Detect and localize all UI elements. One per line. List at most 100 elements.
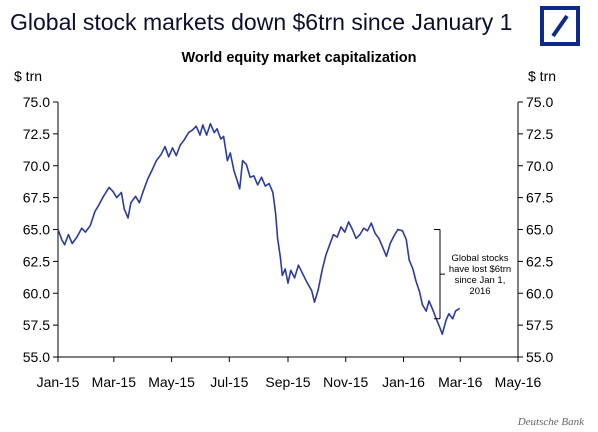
data-point — [284, 268, 286, 270]
data-point — [405, 239, 407, 241]
data-point — [336, 236, 338, 238]
data-point — [209, 123, 211, 125]
data-point — [171, 147, 174, 149]
data-point — [325, 254, 327, 256]
data-point — [188, 132, 190, 134]
data-point — [311, 290, 313, 292]
y-tick-label-left: 75.0 — [23, 94, 50, 110]
data-point — [260, 176, 263, 178]
y-tick-label-left: 72.5 — [23, 126, 50, 142]
data-point — [366, 230, 369, 232]
data-point — [67, 234, 69, 236]
data-point — [359, 234, 361, 236]
data-point — [160, 153, 162, 155]
data-point — [213, 132, 215, 134]
data-point — [61, 239, 63, 241]
data-point — [229, 152, 231, 154]
data-point — [344, 231, 346, 233]
y-axis-unit-right: $ trn — [528, 68, 557, 84]
series-line — [57, 122, 460, 335]
data-point — [151, 170, 153, 172]
data-point — [64, 244, 66, 246]
data-point — [308, 285, 310, 287]
data-point — [419, 291, 421, 293]
data-point — [445, 319, 447, 321]
x-tick-label: Sep-15 — [265, 374, 310, 390]
data-point — [428, 300, 430, 302]
data-point — [226, 160, 228, 162]
data-point — [89, 225, 91, 227]
data-point — [454, 310, 457, 312]
data-point — [116, 197, 118, 199]
data-point — [268, 183, 270, 185]
y-tick-label-left: 65.0 — [23, 222, 50, 238]
data-point — [382, 246, 384, 248]
data-point — [458, 308, 460, 310]
data-point — [236, 179, 238, 181]
x-tick-label: Nov-15 — [323, 374, 368, 390]
data-point — [329, 244, 331, 246]
data-point — [421, 304, 423, 306]
y-tick-label-right: 57.5 — [526, 317, 553, 333]
headline: Global stock markets down $6trn since Ja… — [10, 9, 513, 35]
data-point — [81, 227, 83, 229]
data-point — [438, 325, 440, 327]
y-tick-label-right: 65.0 — [526, 222, 553, 238]
data-point — [195, 125, 197, 127]
data-point — [415, 279, 417, 282]
data-point — [199, 134, 201, 136]
data-point — [264, 185, 266, 187]
data-point — [275, 213, 277, 215]
data-point — [425, 310, 427, 312]
data-point — [452, 318, 454, 320]
x-tick-label: May-15 — [148, 374, 195, 390]
data-point — [220, 138, 222, 140]
x-tick-label: Jul-15 — [210, 374, 248, 390]
data-point — [370, 222, 372, 224]
x-tick-label: May-16 — [495, 374, 542, 390]
chart-title: World equity market capitalization — [181, 50, 417, 66]
chart-ticks — [53, 101, 523, 362]
source-label: Deutsche Bank — [517, 416, 584, 428]
data-point — [305, 279, 307, 282]
data-point — [242, 160, 244, 162]
data-point — [155, 160, 157, 162]
data-point — [249, 176, 251, 178]
data-point — [432, 309, 434, 311]
data-point — [179, 144, 181, 146]
y-axis-unit-left: $ trn — [14, 68, 43, 84]
data-point — [297, 264, 299, 266]
y-tick-label-left: 55.0 — [23, 349, 50, 365]
data-point — [257, 184, 259, 186]
data-point — [389, 242, 391, 245]
data-point — [71, 242, 73, 245]
data-point — [123, 208, 125, 210]
y-tick-label-right: 55.0 — [526, 349, 553, 365]
y-tick-label-right: 72.5 — [526, 126, 553, 142]
data-point — [397, 228, 399, 231]
data-point — [332, 234, 334, 236]
data-point — [351, 228, 353, 231]
data-point — [441, 333, 443, 335]
y-tick-label-right: 60.0 — [526, 285, 553, 301]
data-point — [245, 163, 247, 166]
data-point — [363, 227, 365, 229]
y-tick-label-left: 67.5 — [23, 190, 50, 206]
data-point — [135, 195, 137, 197]
data-point — [448, 313, 450, 315]
data-point — [290, 269, 292, 271]
data-point — [164, 146, 166, 148]
data-point — [94, 211, 96, 213]
x-tick-label: Jan-16 — [382, 374, 425, 390]
data-point — [340, 226, 342, 228]
data-point — [374, 232, 376, 234]
data-point — [393, 235, 395, 237]
data-point — [102, 195, 104, 197]
data-point — [287, 282, 289, 284]
data-point — [279, 257, 281, 259]
data-point — [216, 128, 218, 130]
data-point — [233, 170, 235, 172]
x-tick-label: Jan-15 — [37, 374, 80, 390]
data-point — [385, 255, 387, 257]
